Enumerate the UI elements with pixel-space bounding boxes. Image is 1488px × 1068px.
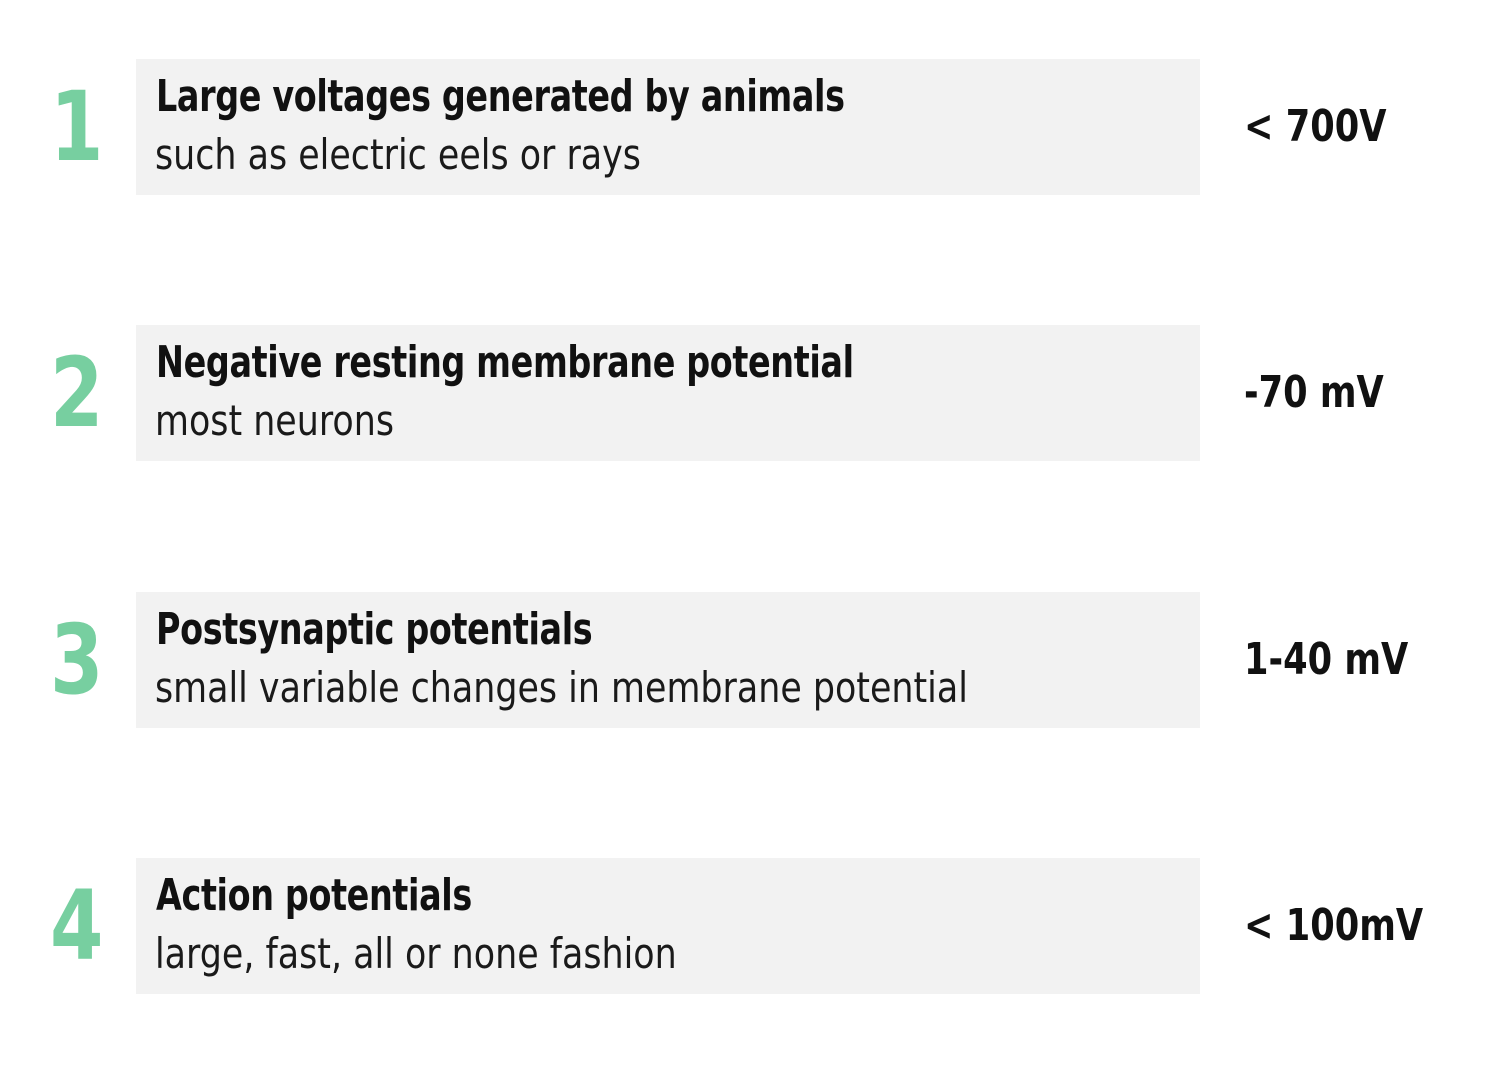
item-subtitle: small variable changes in membrane poten… bbox=[155, 663, 968, 712]
list-item: 1 Large voltages generated by animals su… bbox=[0, 59, 1488, 195]
item-subtitle: large, fast, all or none fashion bbox=[155, 929, 677, 978]
item-value: 1-40 mV bbox=[1244, 634, 1409, 685]
item-description-box: Postsynaptic potentials small variable c… bbox=[136, 592, 1200, 728]
item-value: < 700V bbox=[1244, 101, 1387, 152]
item-subtitle: such as electric eels or rays bbox=[155, 130, 641, 179]
list-item: 4 Action potentials large, fast, all or … bbox=[0, 858, 1488, 994]
item-subtitle: most neurons bbox=[155, 396, 394, 445]
list-item: 3 Postsynaptic potentials small variable… bbox=[0, 592, 1488, 728]
item-title: Postsynaptic potentials bbox=[156, 604, 593, 655]
list-item: 2 Negative resting membrane potential mo… bbox=[0, 325, 1488, 461]
item-description-box: Negative resting membrane potential most… bbox=[136, 325, 1200, 461]
item-title: Large voltages generated by animals bbox=[156, 71, 845, 122]
item-number: 2 bbox=[50, 337, 104, 449]
item-number: 3 bbox=[50, 604, 104, 716]
item-title: Negative resting membrane potential bbox=[156, 337, 854, 388]
item-description-box: Action potentials large, fast, all or no… bbox=[136, 858, 1200, 994]
item-number: 4 bbox=[50, 870, 104, 982]
item-number: 1 bbox=[50, 71, 104, 183]
item-value: < 100mV bbox=[1244, 900, 1424, 951]
item-value: -70 mV bbox=[1244, 367, 1384, 418]
item-description-box: Large voltages generated by animals such… bbox=[136, 59, 1200, 195]
item-title: Action potentials bbox=[156, 870, 472, 921]
